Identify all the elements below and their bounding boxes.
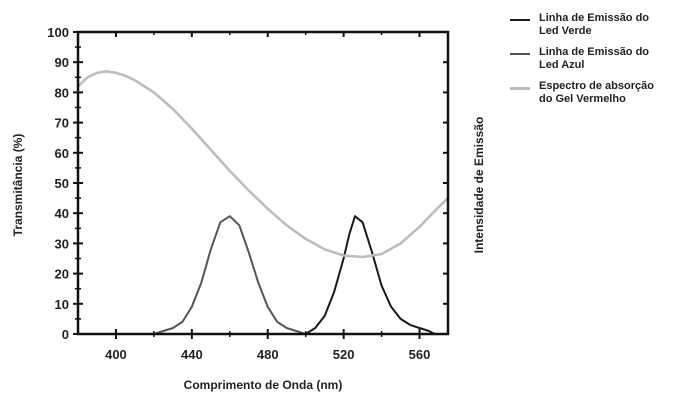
legend-label: Espectro de absorção do Gel Vermelho (539, 80, 654, 105)
y-tick-label: 60 (55, 146, 69, 161)
legend-item-2: Linha de Emissão do Led Azul (510, 46, 682, 72)
y-tick-label: 90 (55, 55, 69, 70)
x-tick-label: 520 (333, 347, 355, 362)
y-tick-label: 10 (55, 297, 69, 312)
series-layer (76, 70, 450, 335)
y-tick-label: 40 (55, 206, 69, 221)
y-tick-label: 50 (55, 176, 69, 191)
y-tick-label: 20 (55, 267, 69, 282)
legend-swatch (510, 53, 530, 55)
x-axis-label: Comprimento de Onda (nm) (184, 378, 343, 392)
legend-label: Linha de Emissão do Led Verde (539, 12, 650, 37)
y-tick-label: 80 (55, 85, 69, 100)
x-tick-label: 560 (409, 347, 431, 362)
plot-frame (76, 30, 450, 336)
chart: 0 10 20 30 40 50 60 70 80 90 100 400 440 480 520 560 Co… (11, 25, 486, 392)
legend-item-1: Linha de Emissão do Led Verde (510, 12, 682, 38)
series-line-2 (152, 215, 307, 335)
y-tick-label: 0 (62, 327, 69, 342)
y-tick-label: 70 (55, 116, 69, 131)
y-axis-label: Transmitância (%) (11, 134, 25, 237)
legend-item-3: Espectro de absorção do Gel Vermelho (510, 80, 682, 106)
y-tick-label: 30 (55, 236, 69, 251)
series-line-3 (76, 70, 450, 259)
x-tick-label: 400 (105, 347, 127, 362)
y2-axis-label: Intensidade de Emissão (472, 117, 486, 254)
x-tick-label: 440 (181, 347, 203, 362)
legend-swatch (510, 19, 530, 21)
y-tick-label: 100 (47, 25, 69, 40)
axes-layer: 0 10 20 30 40 50 60 70 80 90 100 400 440 480 520 560 (47, 25, 450, 362)
legend-label: Linha de Emissão do Led Azul (539, 46, 650, 71)
x-tick-label: 480 (257, 347, 279, 362)
legend-swatch (510, 87, 530, 90)
series-line-1 (304, 215, 436, 335)
legend: Linha de Emissão do Led Verde Linha de Em… (510, 12, 682, 114)
